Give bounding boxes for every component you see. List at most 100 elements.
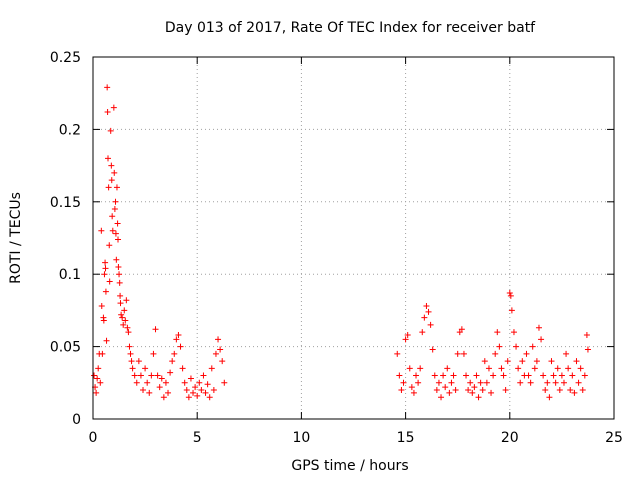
- data-point: [552, 379, 559, 386]
- data-point: [425, 308, 432, 315]
- data-point: [454, 350, 461, 357]
- data-point: [204, 381, 211, 388]
- data-point: [128, 358, 135, 365]
- data-point: [131, 372, 138, 379]
- data-point: [194, 392, 201, 399]
- data-point: [115, 263, 122, 270]
- data-point: [440, 372, 447, 379]
- x-tick-label: 15: [397, 430, 415, 446]
- data-point: [490, 372, 497, 379]
- data-point: [460, 350, 467, 357]
- data-point: [398, 387, 405, 394]
- data-point: [427, 321, 434, 328]
- data-point: [144, 379, 151, 386]
- data-point: [415, 379, 422, 386]
- data-point: [179, 365, 186, 372]
- data-point: [190, 389, 197, 396]
- y-axis-title: ROTI / TECUs: [8, 192, 24, 284]
- data-point: [115, 236, 122, 243]
- data-point: [160, 394, 167, 401]
- data-point: [104, 84, 111, 91]
- data-point: [494, 329, 501, 336]
- y-tick-label: 0.1: [59, 267, 81, 283]
- data-point: [481, 358, 488, 365]
- data-point: [402, 336, 409, 343]
- data-point: [575, 379, 582, 386]
- data-point: [135, 358, 142, 365]
- data-point: [142, 365, 149, 372]
- data-point: [103, 337, 110, 344]
- data-point: [202, 389, 209, 396]
- data-point: [558, 372, 565, 379]
- data-point: [154, 372, 161, 379]
- data-point: [102, 259, 109, 266]
- data-point: [156, 384, 163, 391]
- data-point: [473, 372, 480, 379]
- data-point: [109, 227, 116, 234]
- data-point: [479, 387, 486, 394]
- data-point: [410, 389, 417, 396]
- data-point: [507, 292, 514, 299]
- data-point: [567, 387, 574, 394]
- data-point: [463, 372, 470, 379]
- data-point: [540, 372, 547, 379]
- data-point: [91, 372, 98, 379]
- data-point: [431, 372, 438, 379]
- data-point: [102, 288, 109, 295]
- data-point: [571, 389, 578, 396]
- data-point: [508, 307, 515, 314]
- data-point: [448, 379, 455, 386]
- data-point: [171, 350, 178, 357]
- data-point: [175, 332, 182, 339]
- data-point: [542, 387, 549, 394]
- data-point: [173, 336, 180, 343]
- chart-title: Day 013 of 2017, Rate Of TEC Index for r…: [165, 20, 536, 36]
- data-point: [529, 343, 536, 350]
- data-point: [133, 379, 140, 386]
- data-point: [150, 350, 157, 357]
- data-point: [510, 329, 517, 336]
- data-point: [450, 372, 457, 379]
- data-point: [550, 372, 557, 379]
- data-point: [112, 230, 119, 237]
- y-tick-label: 0.05: [50, 340, 81, 356]
- data-point: [475, 394, 482, 401]
- data-point: [513, 343, 520, 350]
- data-point: [100, 317, 107, 324]
- data-point: [192, 384, 199, 391]
- data-point: [98, 227, 105, 234]
- data-point: [94, 375, 101, 382]
- data-point: [423, 303, 430, 310]
- data-point: [106, 242, 113, 249]
- data-point: [118, 311, 125, 318]
- data-point: [396, 372, 403, 379]
- data-point: [221, 379, 228, 386]
- data-point: [533, 358, 540, 365]
- data-point: [105, 155, 112, 162]
- data-point: [146, 389, 153, 396]
- data-point: [531, 365, 538, 372]
- data-point: [106, 278, 113, 285]
- data-point: [114, 220, 121, 227]
- data-point: [404, 332, 411, 339]
- data-point: [506, 290, 513, 297]
- data-point: [108, 162, 115, 169]
- x-tick-label: 25: [605, 430, 623, 446]
- x-tick-label: 20: [501, 430, 519, 446]
- data-point: [492, 350, 499, 357]
- data-point: [215, 336, 222, 343]
- data-point: [485, 365, 492, 372]
- data-point: [560, 379, 567, 386]
- data-point: [111, 169, 118, 176]
- data-point: [167, 369, 174, 376]
- data-point: [169, 358, 176, 365]
- data-point: [105, 184, 112, 191]
- data-point: [583, 332, 590, 339]
- plot-frame: [92, 56, 615, 420]
- data-point: [471, 384, 478, 391]
- data-point: [212, 350, 219, 357]
- data-point: [408, 384, 415, 391]
- data-point: [140, 387, 147, 394]
